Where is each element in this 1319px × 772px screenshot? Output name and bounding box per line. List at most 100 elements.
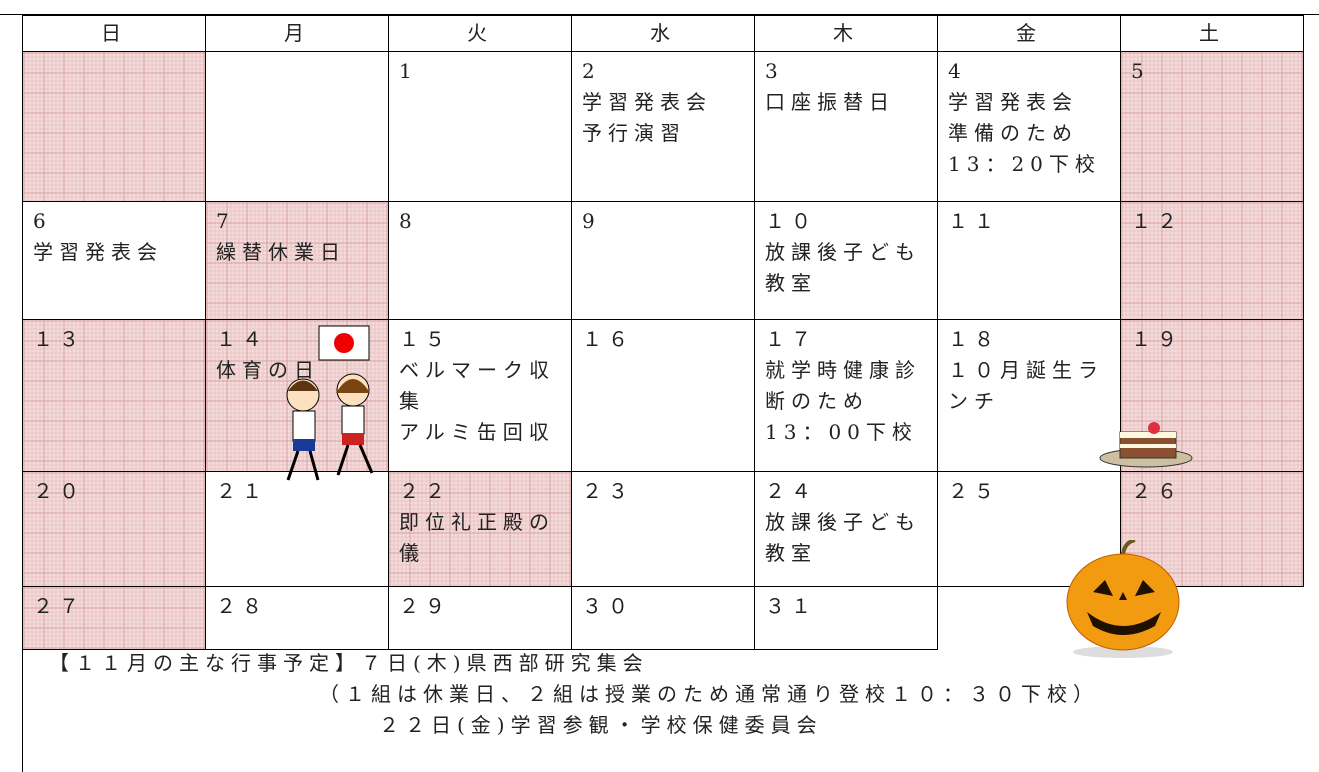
day-cell: 4 学習発表会準備のため 13：20下校 (937, 51, 1121, 202)
event-text: 予行演習 (582, 121, 686, 145)
day-cell: 2 学習発表会予行演習 (571, 51, 755, 202)
date-number: 6 (33, 209, 52, 233)
day-header: 日 (22, 15, 206, 52)
day-cell: １３ (22, 319, 206, 472)
day-cell (205, 51, 389, 202)
date-number: 2 (582, 59, 601, 83)
day-cell: 1 (388, 51, 572, 202)
cake-icon (1099, 422, 1193, 468)
runners-icon (286, 373, 374, 481)
event-text: アルミ缶回収 (399, 420, 555, 444)
calendar-table: 日月火水木金土 1 2 学習発表会 予行演習 3 口座振替日 4 学習発表会 準備のため 13：20… (22, 15, 1304, 650)
day-cell: ２９ (388, 586, 572, 650)
week-row: １３ １４ 体育の日 １５ ベルマーク収集アルミ缶回収 １６ １７ 就学時健康診断のため 13：… (22, 319, 1304, 472)
day-cell: ２８ (205, 586, 389, 650)
date-number: ２０ (33, 479, 85, 503)
date-number: １６ (582, 327, 634, 351)
day-cell: 3 口座振替日 (754, 51, 938, 202)
date-number: ２１ (216, 479, 268, 503)
day-cell: 8 (388, 201, 572, 320)
day-header: 金 (937, 15, 1121, 52)
event-text: 口座振替日 (765, 90, 895, 114)
day-cell: ２１ (205, 471, 389, 587)
top-rule (0, 14, 1319, 15)
date-number: １４ (216, 327, 268, 351)
day-header: 木 (754, 15, 938, 52)
day-cell: ２６ (1120, 471, 1304, 587)
week-row: 6 学習発表会 7 繰替休業日 8 9 １０ 放課後子ども教室 １１ １２ (22, 201, 1304, 320)
pumpkin-icon (1066, 540, 1180, 658)
day-cell: １１ (937, 201, 1121, 320)
date-number: １８ (948, 327, 1000, 351)
event-text: 学習発表会 (582, 90, 712, 114)
day-cell: １５ ベルマーク収集アルミ缶回収 (388, 319, 572, 472)
date-number: ３０ (582, 594, 634, 618)
date-number: １２ (1131, 209, 1183, 233)
event-text: 体育の日 (216, 358, 320, 382)
date-number: １７ (765, 327, 817, 351)
day-header: 土 (1120, 15, 1304, 52)
day-cell: １６ (571, 319, 755, 472)
week-row: ２０ ２１ ２２ 即位礼正殿の儀 ２３ ２４ 放課後子ども教室 ２５ ２６ (22, 471, 1304, 587)
event-text: １０月誕生ランチ (948, 358, 1104, 413)
date-number: ２６ (1131, 479, 1183, 503)
day-cell: 5 (1120, 51, 1304, 202)
day-cell: ３０ (571, 586, 755, 650)
event-text: ベルマーク収集 (399, 358, 555, 413)
event-text: 即位礼正殿の儀 (399, 510, 555, 565)
date-number: 5 (1131, 59, 1150, 83)
date-number: ２４ (765, 479, 817, 503)
date-number: 3 (765, 59, 784, 83)
event-text: 学習発表会 (33, 240, 163, 264)
date-number: ２８ (216, 594, 268, 618)
note-line: ２２日(金)学習参観・学校保健委員会 (379, 713, 823, 737)
date-number: ２７ (33, 594, 85, 618)
day-cell: ２７ (22, 586, 206, 650)
event-text: 学習発表会 (948, 90, 1078, 114)
date-number: ３１ (765, 594, 817, 618)
day-header: 火 (388, 15, 572, 52)
event-text: 13：20下校 (948, 152, 1101, 176)
date-number: １３ (33, 327, 85, 351)
day-cell: ２２ 即位礼正殿の儀 (388, 471, 572, 587)
date-number: 1 (399, 59, 418, 83)
date-number: １９ (1131, 327, 1183, 351)
day-cell: １０ 放課後子ども教室 (754, 201, 938, 320)
day-cell: ２３ (571, 471, 755, 587)
day-cell (22, 51, 206, 202)
event-text: 放課後子ども教室 (765, 510, 921, 565)
notes: 【１１月の主な行事予定】７日(木)県西部研究集会 （１組は休業日、２組は授業のため… (22, 648, 1099, 772)
flag-icon (318, 325, 370, 361)
day-header: 月 (205, 15, 389, 52)
date-number: 7 (216, 209, 235, 233)
date-number: １０ (765, 209, 817, 233)
day-cell: ２０ (22, 471, 206, 587)
day-cell: 6 学習発表会 (22, 201, 206, 320)
day-header: 水 (571, 15, 755, 52)
date-number: ２２ (399, 479, 451, 503)
day-cell: １８ １０月誕生ランチ (937, 319, 1121, 472)
header-row: 日月火水木金土 (22, 15, 1304, 52)
day-cell: 7 繰替休業日 (205, 201, 389, 320)
date-number: ２３ (582, 479, 634, 503)
date-number: １５ (399, 327, 451, 351)
date-number: 8 (399, 209, 418, 233)
day-cell: 9 (571, 201, 755, 320)
date-number: １１ (948, 209, 1000, 233)
day-cell: １７ 就学時健康診断のため 13：00下校 (754, 319, 938, 472)
event-text: 就学時健康診断のため (765, 358, 921, 413)
date-number: ２９ (399, 594, 451, 618)
event-text: 繰替休業日 (216, 240, 346, 264)
day-cell: ２４ 放課後子ども教室 (754, 471, 938, 587)
note-line: （１組は休業日、２組は授業のため通常通り登校１０：３０下校） (319, 682, 1099, 706)
event-text: 準備のため (948, 121, 1078, 145)
date-number: 4 (948, 59, 967, 83)
day-cell: ３１ (754, 586, 938, 650)
event-text: 13：00下校 (765, 420, 918, 444)
week-row: ２７ ２８ ２９ ３０ ３１ (22, 586, 1304, 650)
date-number: ２５ (948, 479, 1000, 503)
date-number: 9 (582, 209, 601, 233)
note-line: 【１１月の主な行事予定】７日(木)県西部研究集会 (49, 651, 649, 675)
day-cell: １２ (1120, 201, 1304, 320)
